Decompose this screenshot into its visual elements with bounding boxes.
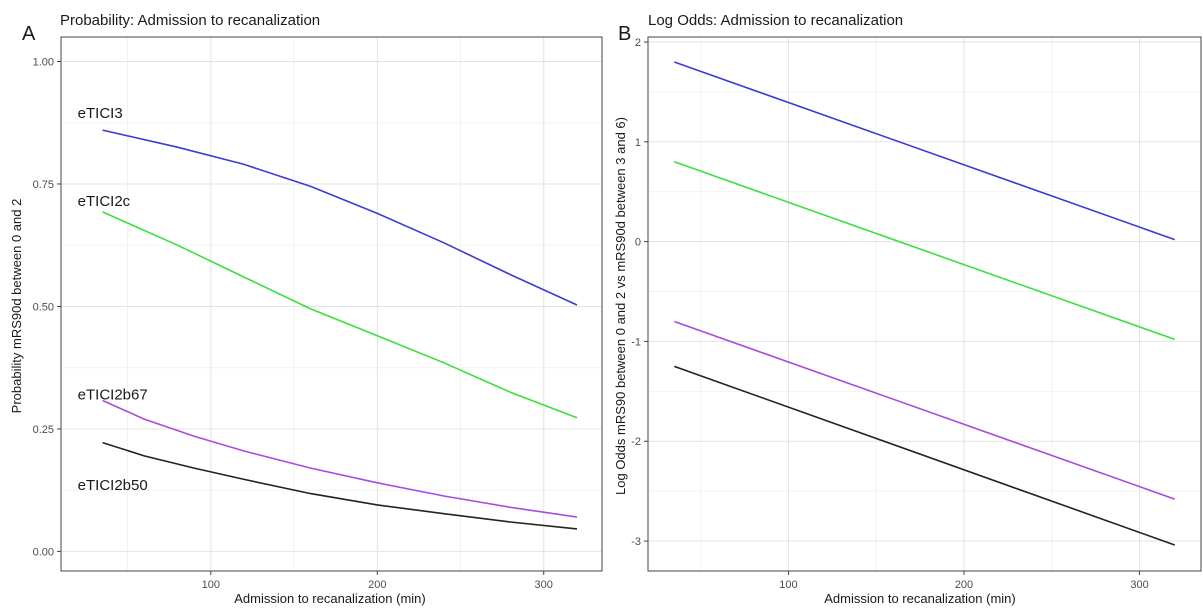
series-line-etici3	[102, 129, 578, 306]
y-axis-title: Probability mRS90d between 0 and 2	[9, 199, 24, 414]
y-tick-label: 0.25	[33, 424, 54, 436]
panel-border	[647, 36, 1202, 572]
y-tick-label: 2	[635, 37, 641, 49]
panel-b: B Log Odds: Admission to recanalization …	[613, 12, 1202, 606]
series-line-etici2b50	[102, 441, 578, 530]
series-line-etici2c	[674, 161, 1175, 341]
y-axis-title: Log Odds mRS90 between 0 and 2 vs mRS90d…	[613, 117, 628, 495]
x-tick-label: 300	[535, 579, 553, 591]
series-line-etici2b50	[674, 365, 1175, 546]
series-line-etici2c	[102, 211, 578, 419]
x-tick-label: 200	[368, 579, 386, 591]
x-tick-label: 300	[1130, 579, 1148, 591]
y-tick-label: 0.00	[33, 546, 54, 558]
series-label: eTICI3	[78, 105, 123, 122]
series-label: eTICI2c	[78, 193, 131, 210]
y-tick-label: 0.75	[33, 179, 54, 191]
series-line-etici2b67	[102, 399, 578, 518]
panel-letter: A	[22, 23, 36, 45]
series-line-etici2b67	[674, 320, 1175, 500]
y-tick-label: 1.00	[33, 56, 54, 68]
x-axis-title: Admission to recanalization (min)	[234, 591, 425, 606]
y-tick-label: 0.50	[33, 301, 54, 313]
x-tick-label: 200	[955, 579, 973, 591]
y-tick-label: 0	[635, 237, 641, 249]
panel-border	[60, 36, 603, 572]
x-axis-title: Admission to recanalization (min)	[824, 591, 1015, 606]
x-tick-label: 100	[779, 579, 797, 591]
series-label: eTICI2b67	[78, 387, 148, 404]
series-line-etici3	[674, 61, 1175, 241]
chart-title: Log Odds: Admission to recanalization	[648, 12, 903, 29]
series-label: eTICI2b50	[78, 477, 148, 494]
panel-a: A Probability: Admission to recanalizati…	[9, 12, 603, 606]
chart-title: Probability: Admission to recanalization	[60, 12, 320, 29]
y-tick-label: -3	[631, 536, 641, 548]
panel-letter: B	[618, 23, 631, 45]
plot-area: 100 200 300 0.00 0.25 0.50 0.75 1.00 eTICI3 eTICI…	[33, 36, 603, 591]
y-tick-label: -1	[631, 336, 641, 348]
x-tick-label: 100	[202, 579, 220, 591]
y-tick-label: -2	[631, 436, 641, 448]
y-tick-label: 1	[635, 137, 641, 149]
plot-area: 100 200 300 -3 -2 -1 0 1 2	[631, 36, 1202, 591]
